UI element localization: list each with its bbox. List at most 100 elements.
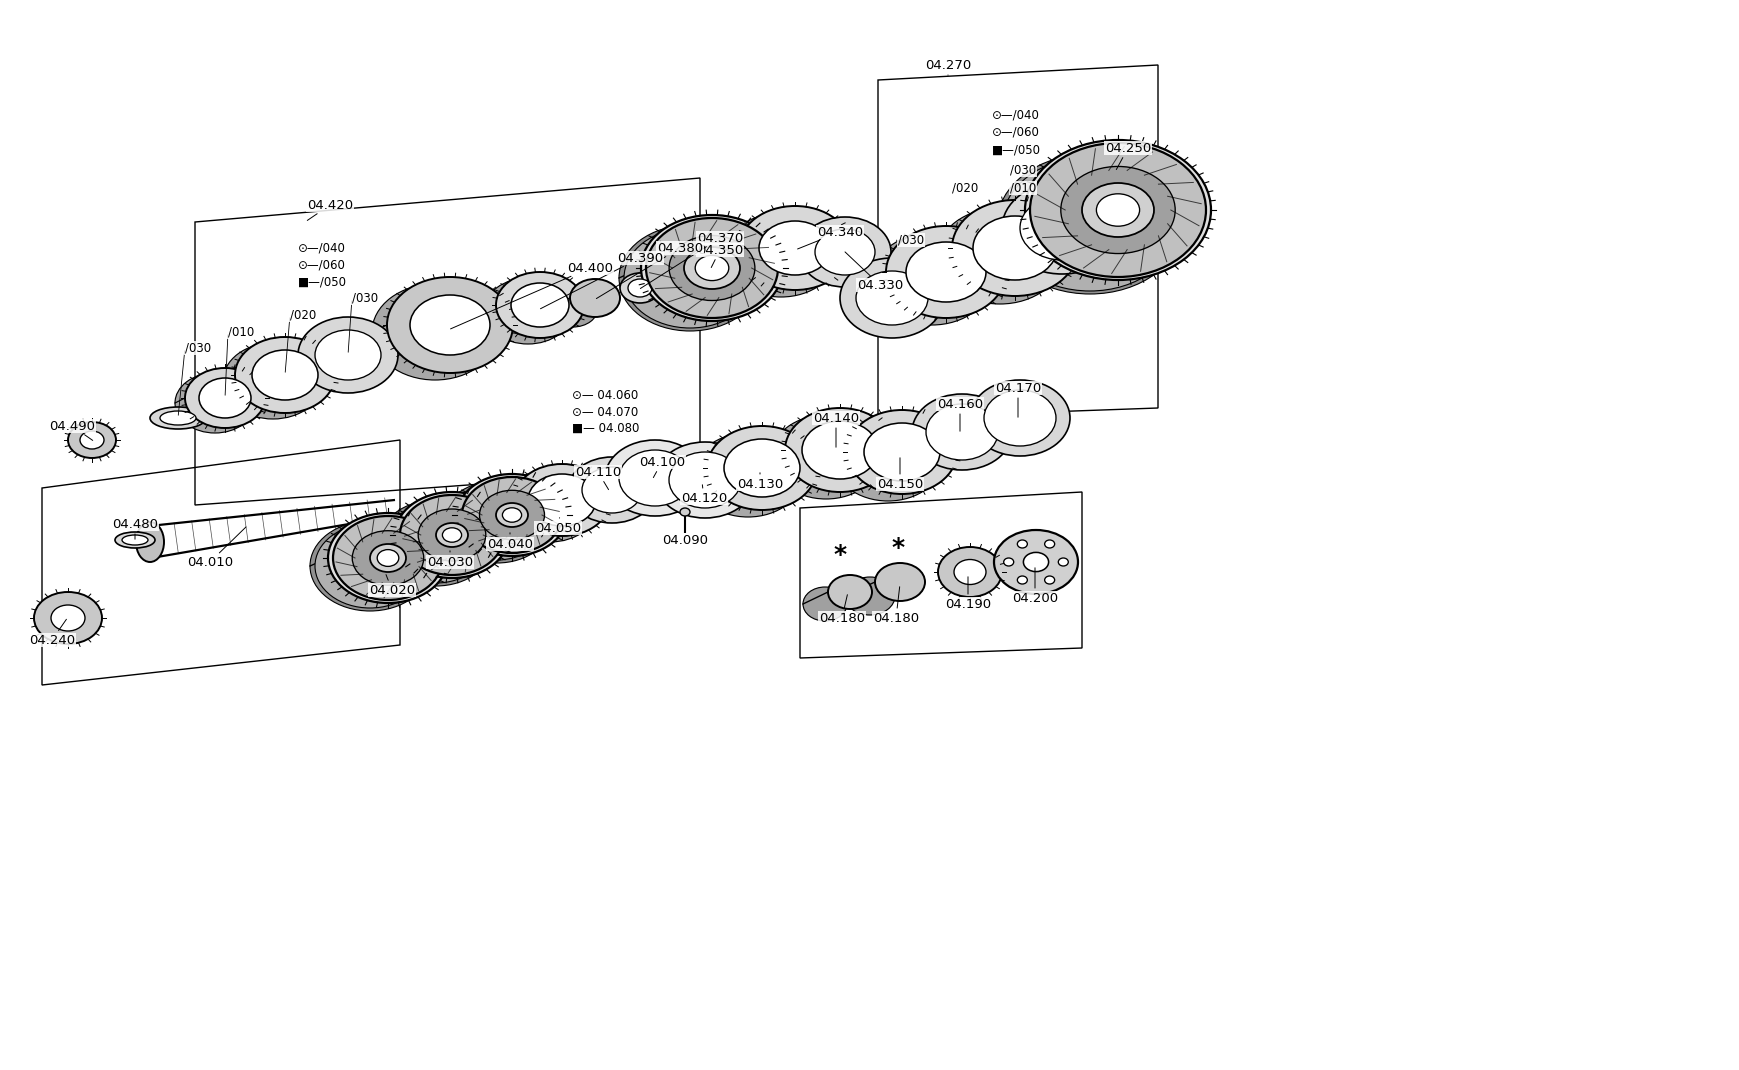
Ellipse shape	[1002, 182, 1122, 274]
Ellipse shape	[447, 484, 546, 560]
Ellipse shape	[1024, 140, 1210, 280]
Ellipse shape	[802, 421, 878, 479]
Ellipse shape	[442, 482, 551, 563]
Ellipse shape	[122, 535, 148, 545]
Text: ⊙—/040: ⊙—/040	[991, 108, 1040, 122]
Ellipse shape	[1043, 540, 1054, 548]
Text: 04.040: 04.040	[487, 533, 532, 550]
Text: 04.100: 04.100	[638, 456, 685, 477]
Ellipse shape	[115, 532, 155, 548]
Ellipse shape	[1029, 143, 1205, 277]
Text: 04.250: 04.250	[1104, 141, 1151, 169]
Ellipse shape	[370, 544, 405, 572]
Ellipse shape	[640, 215, 783, 321]
Ellipse shape	[483, 278, 572, 343]
Text: /030: /030	[897, 233, 923, 246]
Ellipse shape	[1002, 157, 1177, 291]
Ellipse shape	[329, 513, 447, 603]
Text: 04.370: 04.370	[640, 231, 743, 289]
Ellipse shape	[1003, 557, 1014, 566]
Ellipse shape	[315, 524, 424, 608]
Ellipse shape	[1017, 576, 1026, 584]
Text: 04.110: 04.110	[574, 465, 621, 490]
Ellipse shape	[725, 213, 836, 297]
Text: 04.130: 04.130	[736, 473, 783, 490]
Text: /010: /010	[228, 325, 254, 338]
Ellipse shape	[996, 154, 1183, 294]
Ellipse shape	[457, 474, 567, 556]
Ellipse shape	[951, 200, 1078, 296]
Ellipse shape	[410, 295, 490, 355]
Ellipse shape	[645, 218, 777, 318]
Ellipse shape	[384, 503, 487, 583]
Text: ⊙— 04.060: ⊙— 04.060	[572, 388, 638, 401]
Ellipse shape	[567, 457, 656, 523]
Ellipse shape	[1096, 194, 1139, 226]
Text: 04.170: 04.170	[995, 382, 1040, 417]
Ellipse shape	[136, 522, 163, 562]
Ellipse shape	[223, 343, 323, 419]
Ellipse shape	[160, 411, 197, 425]
Text: 04.400: 04.400	[450, 261, 612, 328]
Ellipse shape	[784, 408, 894, 492]
Ellipse shape	[906, 242, 986, 302]
Ellipse shape	[50, 605, 85, 631]
Ellipse shape	[400, 495, 504, 575]
Ellipse shape	[310, 521, 430, 611]
Ellipse shape	[984, 389, 1056, 446]
Ellipse shape	[953, 560, 986, 584]
Text: ⊙—/060: ⊙—/060	[297, 259, 346, 272]
Ellipse shape	[845, 577, 894, 615]
Ellipse shape	[436, 523, 468, 547]
Ellipse shape	[993, 530, 1078, 594]
Text: 04.150: 04.150	[876, 458, 923, 490]
Ellipse shape	[937, 208, 1063, 304]
Ellipse shape	[184, 368, 264, 428]
Text: /030: /030	[351, 291, 377, 305]
Ellipse shape	[379, 500, 492, 586]
Ellipse shape	[480, 490, 544, 539]
Text: ⊙—/060: ⊙—/060	[991, 125, 1040, 138]
Ellipse shape	[1082, 183, 1153, 236]
Text: ■—/050: ■—/050	[297, 275, 346, 289]
Text: 04.030: 04.030	[426, 551, 473, 568]
Ellipse shape	[758, 221, 831, 275]
Ellipse shape	[417, 509, 485, 561]
Text: 04.180: 04.180	[819, 595, 864, 625]
Ellipse shape	[911, 394, 1012, 470]
Ellipse shape	[35, 592, 103, 644]
Text: 04.350: 04.350	[697, 244, 743, 268]
Ellipse shape	[871, 233, 991, 325]
Ellipse shape	[503, 508, 522, 522]
Ellipse shape	[1017, 540, 1026, 548]
Ellipse shape	[770, 415, 880, 499]
Ellipse shape	[856, 271, 927, 325]
Ellipse shape	[351, 531, 424, 585]
Ellipse shape	[548, 289, 598, 327]
Text: 04.270: 04.270	[925, 59, 970, 75]
Ellipse shape	[624, 228, 755, 328]
Text: /020: /020	[290, 308, 316, 321]
Text: 04.200: 04.200	[1012, 568, 1057, 605]
Text: /030: /030	[184, 341, 210, 354]
Ellipse shape	[802, 587, 847, 621]
Ellipse shape	[1023, 552, 1049, 571]
Ellipse shape	[937, 547, 1002, 597]
Ellipse shape	[496, 272, 584, 338]
Text: 04.120: 04.120	[680, 485, 727, 504]
Ellipse shape	[739, 207, 850, 290]
Ellipse shape	[315, 330, 381, 380]
Ellipse shape	[513, 464, 610, 536]
Ellipse shape	[680, 508, 690, 516]
Ellipse shape	[377, 550, 398, 566]
Text: 04.480: 04.480	[111, 518, 158, 539]
Ellipse shape	[442, 528, 461, 542]
Ellipse shape	[496, 503, 527, 528]
Ellipse shape	[150, 407, 205, 429]
Ellipse shape	[252, 350, 318, 400]
Ellipse shape	[925, 404, 998, 460]
Text: 04.090: 04.090	[661, 524, 708, 547]
Text: *: *	[890, 536, 904, 560]
Text: 04.160: 04.160	[936, 397, 983, 431]
Ellipse shape	[527, 474, 596, 526]
